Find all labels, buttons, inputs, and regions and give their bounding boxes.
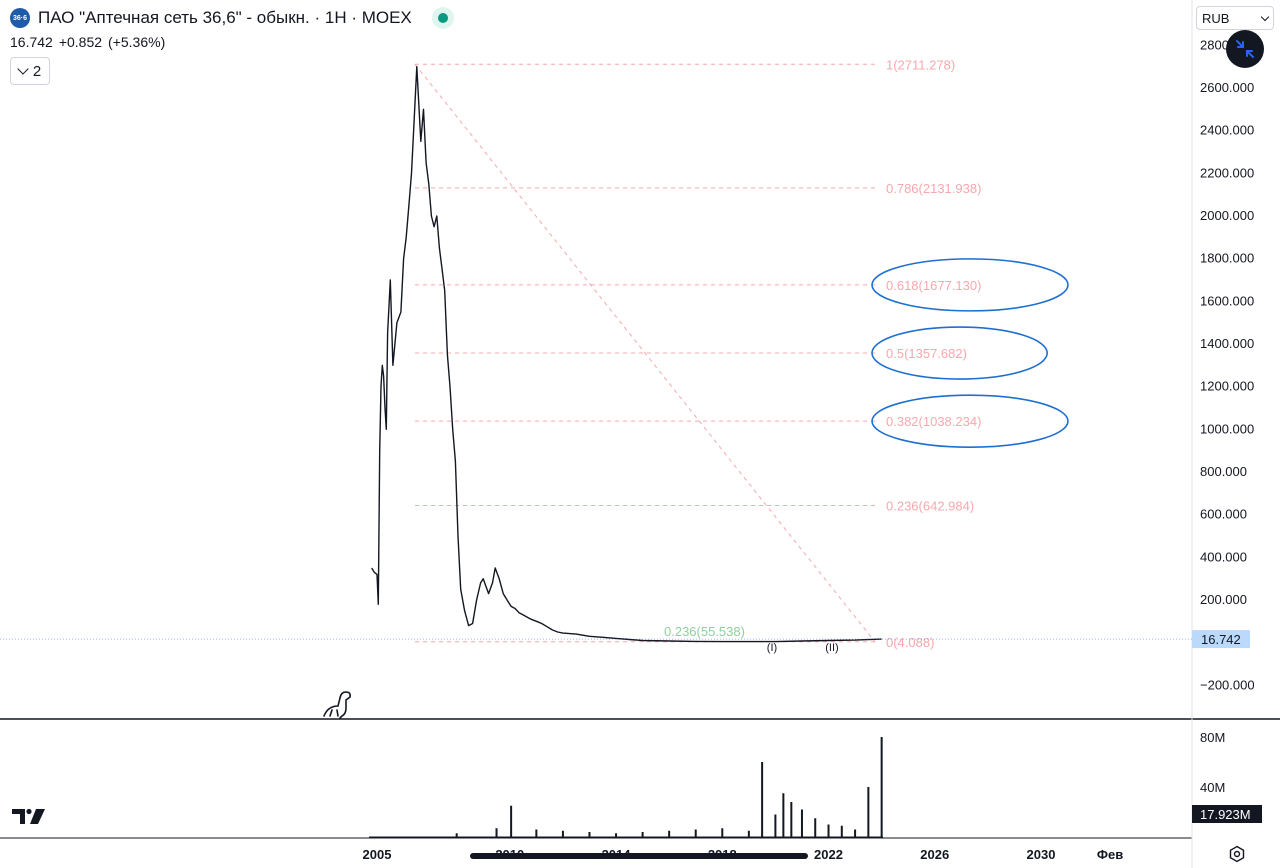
volume-bar — [721, 828, 724, 837]
fib-level-label: 0.382(1038.234) — [886, 414, 981, 429]
quote-line: 16.742 +0.852 (+5.36%) — [10, 34, 165, 50]
time-scrollbar[interactable] — [470, 853, 808, 859]
price-tick-label: 2600.000 — [1200, 80, 1254, 95]
price-tick-label: 600.000 — [1200, 507, 1247, 522]
exit-fullscreen-button[interactable] — [1226, 30, 1264, 68]
volume-bar — [761, 762, 764, 837]
volume-bar — [774, 814, 777, 837]
volume-bar — [561, 830, 564, 837]
collapse-arrows-icon — [1236, 40, 1254, 58]
gear-icon[interactable] — [1228, 845, 1246, 868]
fib-level-label: 0.5(1357.682) — [886, 346, 967, 361]
chart-header: 36·6 ПАО "Аптечная сеть 36,6" - обыкн. ·… — [10, 6, 454, 30]
price-tick-label: 1200.000 — [1200, 379, 1254, 394]
market-open-dot-icon — [437, 13, 448, 23]
price-change: +0.852 — [58, 34, 103, 50]
price-tick-label: 2200.000 — [1200, 165, 1254, 180]
last-price: 16.742 — [10, 34, 53, 50]
highlight-ellipse — [871, 394, 1069, 448]
price-line — [371, 66, 882, 643]
fib-level-label: 1(2711.278) — [886, 57, 955, 72]
volume-bar — [588, 832, 591, 837]
currency-value: RUB — [1202, 10, 1230, 26]
currency-select[interactable]: RUB — [1196, 6, 1274, 30]
volume-bar — [535, 829, 538, 837]
volume-bar — [854, 829, 857, 837]
volume-bar — [790, 802, 793, 837]
fib-level-label: 0(4.088) — [886, 635, 934, 650]
company-logo: 36·6 — [10, 8, 30, 28]
volume-bar — [814, 818, 817, 837]
price-tick-label: 2000.000 — [1200, 208, 1254, 223]
volume-tick-label: 40M — [1200, 780, 1225, 795]
time-tick-label: Фев — [1097, 847, 1123, 862]
price-tick-label: 800.000 — [1200, 464, 1247, 479]
current-price-badge — [1192, 630, 1250, 649]
tradingview-logo-icon — [12, 806, 46, 831]
time-tick-label: 2022 — [814, 847, 843, 862]
indicators-toggle-button[interactable]: 2 — [10, 57, 50, 85]
price-tick-label: 2400.000 — [1200, 123, 1254, 138]
volume-bar — [782, 793, 785, 837]
volume-bar — [800, 809, 803, 837]
market-status-indicator[interactable] — [431, 7, 454, 29]
wave-label: (II) — [825, 642, 838, 654]
time-tick-label: 2030 — [1027, 847, 1056, 862]
time-tick-label: 2005 — [363, 847, 392, 862]
current-volume-badge — [1192, 805, 1262, 823]
dinosaur-icon — [323, 691, 351, 719]
time-tick-label: 2026 — [920, 847, 949, 862]
price-change-percent: (+5.36%) — [108, 34, 166, 50]
wave-label: (I) — [767, 642, 777, 654]
volume-bar — [495, 828, 498, 837]
highlight-ellipse — [871, 326, 1048, 380]
volume-bar — [694, 829, 697, 837]
price-tick-label: −200.000 — [1200, 677, 1255, 692]
volume-bar — [747, 830, 750, 837]
fib-level-label: 0.618(1677.130) — [886, 278, 981, 293]
volume-bar — [827, 824, 830, 837]
volume-bar — [880, 737, 883, 837]
price-tick-label: 200.000 — [1200, 592, 1247, 607]
price-tick-label: 400.000 — [1200, 549, 1247, 564]
price-tick-label: 1000.000 — [1200, 421, 1254, 436]
volume-tick-label: 80M — [1200, 730, 1225, 745]
symbol-title[interactable]: ПАО "Аптечная сеть 36,6" - обыкн. · 1Н ·… — [38, 8, 412, 27]
price-tick-label: 1600.000 — [1200, 293, 1254, 308]
current-price-label: 16.742 — [1201, 632, 1241, 647]
fib-level-label: 0.786(2131.938) — [886, 181, 981, 196]
volume-bar — [455, 833, 458, 837]
volume-bar — [510, 805, 513, 837]
indicators-count: 2 — [32, 62, 42, 80]
fib-overlap-label: 0.236(55.538) — [664, 624, 745, 639]
volume-bar — [668, 830, 671, 837]
volume-bar — [641, 832, 644, 837]
volume-bar — [615, 833, 618, 837]
volume-bar — [867, 787, 870, 837]
current-volume-label: 17.923M — [1200, 807, 1251, 822]
price-tick-label: 1800.000 — [1200, 251, 1254, 266]
price-tick-label: 1400.000 — [1200, 336, 1254, 351]
volume-bar — [840, 825, 843, 837]
fib-level-label: 0.236(642.984) — [886, 498, 974, 513]
highlight-ellipse — [871, 258, 1069, 312]
fib-trend-line — [414, 63, 876, 643]
